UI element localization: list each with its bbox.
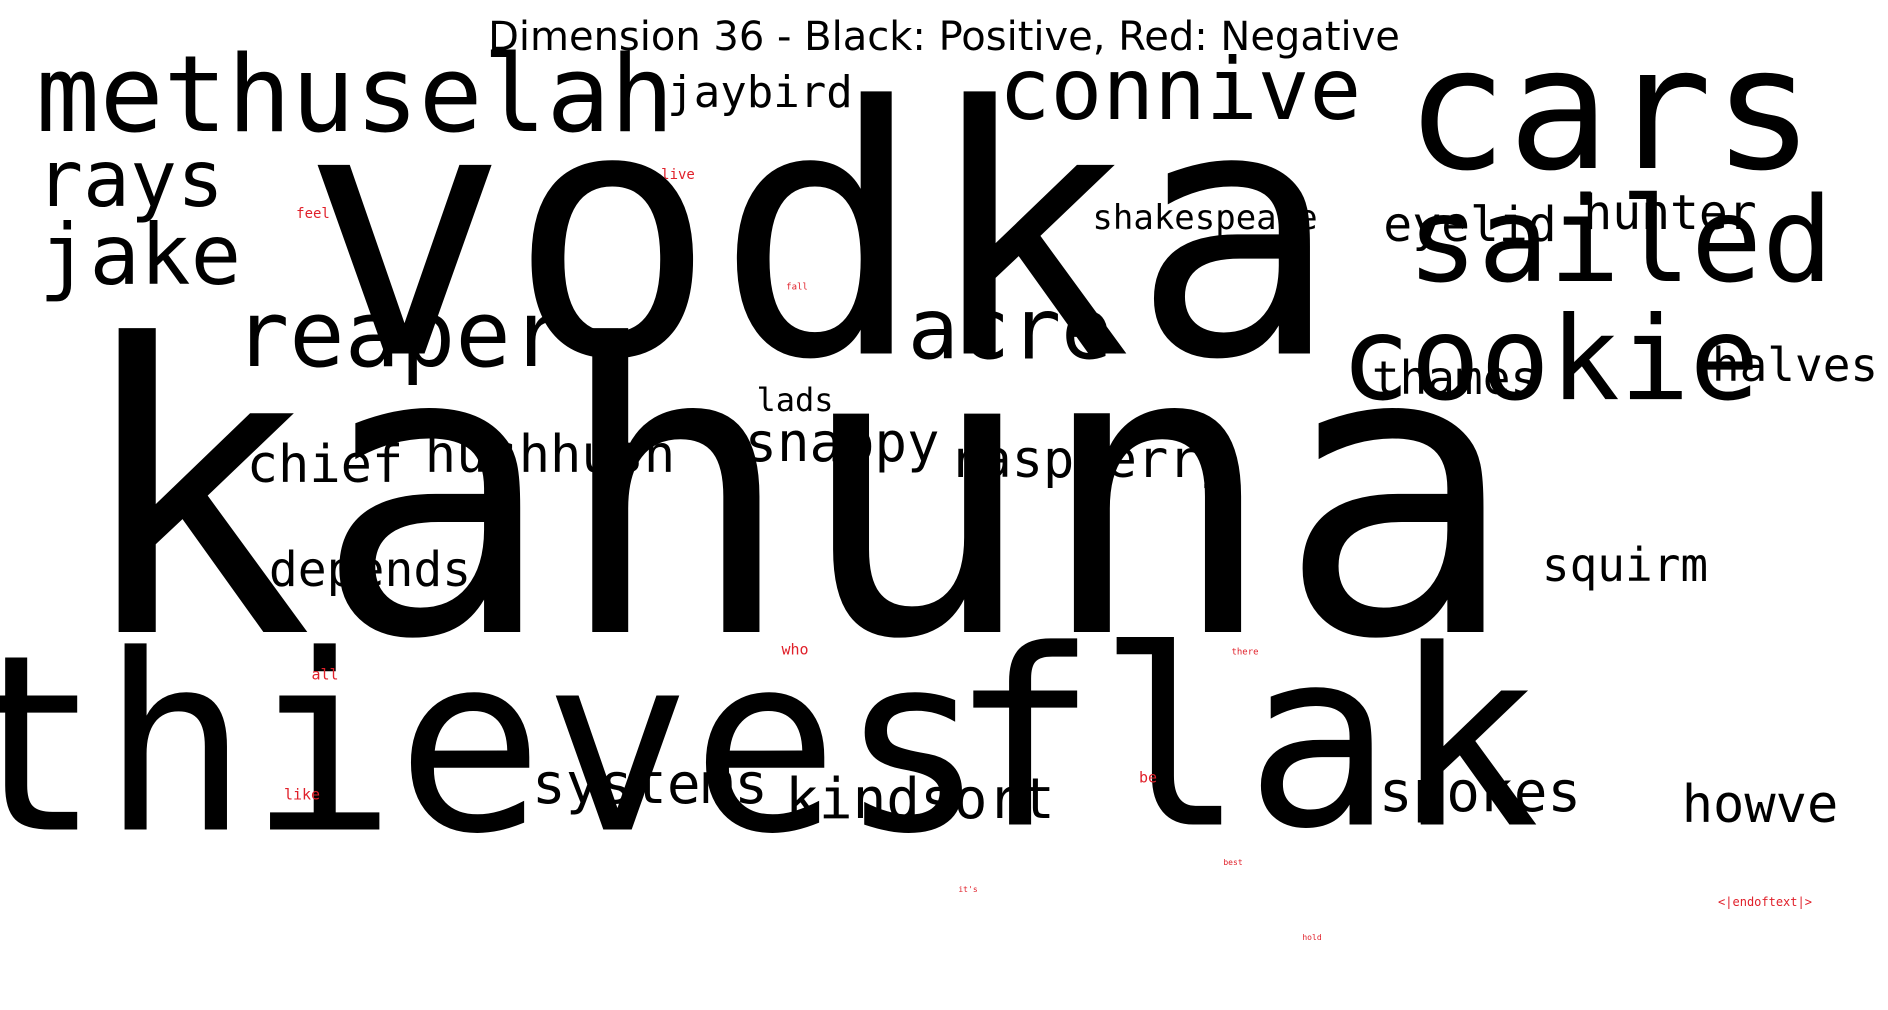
cloud-word-positive: hushhush	[424, 425, 676, 485]
cloud-word-negative: <|endoftext|>	[1718, 895, 1812, 909]
cloud-word-positive: jake	[38, 206, 242, 304]
cloud-word-positive: cars	[1405, 11, 1815, 209]
cloud-word-negative: feel	[296, 206, 330, 222]
cloud-word-positive: chief	[246, 435, 404, 495]
cloud-word-positive: rays	[36, 135, 224, 225]
cloud-word-negative: like	[283, 785, 321, 804]
cloud-word-positive: depends	[268, 542, 472, 598]
cloud-word-negative: who	[781, 640, 809, 659]
cloud-word-negative: hold	[1302, 933, 1322, 942]
figure-title: Dimension 36 - Black: Positive, Red: Neg…	[488, 14, 1400, 60]
cloud-word-positive: spokes	[1378, 760, 1582, 825]
cloud-word-positive: methuselah	[35, 33, 675, 156]
cloud-word-positive: squirm	[1541, 538, 1709, 592]
cloud-word-negative: fall	[786, 282, 808, 293]
cloud-word-positive: shakespeare	[1092, 198, 1318, 238]
cloud-word-negative: there	[1231, 647, 1259, 658]
cloud-word-positive: vodka	[300, 34, 1340, 436]
cloud-word-positive: reaper	[233, 281, 567, 388]
cloud-word-negative: live	[661, 167, 695, 183]
cloud-word-positive: howve	[1681, 775, 1839, 835]
cloud-word-positive: hunter	[1583, 185, 1757, 241]
cloud-word-positive: kindsort	[785, 767, 1055, 832]
cloud-word-positive: raspberry	[949, 430, 1231, 490]
cloud-word-positive: connive	[998, 40, 1362, 140]
cloud-word-positive: snappy	[744, 411, 940, 474]
cloud-word-negative: best	[1223, 858, 1243, 867]
cloud-word-positive: flak	[949, 597, 1541, 883]
cloud-word-positive: lads	[756, 381, 834, 419]
cloud-word-positive: systems	[531, 752, 769, 817]
cloud-word-positive: eyelid	[1383, 197, 1557, 253]
cloud-word-negative: all	[311, 665, 339, 684]
cloud-word-positive: thieves	[0, 602, 987, 888]
cloud-word-positive: jaybird	[667, 67, 853, 118]
cloud-word-positive: halves	[1711, 338, 1879, 392]
cloud-word-positive: kahuna	[72, 262, 1518, 727]
cloud-word-positive: acre	[907, 280, 1113, 380]
cloud-word-positive: sailed	[1406, 171, 1834, 309]
cloud-word-positive: thames	[1371, 351, 1539, 405]
cloud-word-positive: cookie	[1340, 292, 1760, 427]
cloud-word-negative: be	[1138, 768, 1158, 787]
cloud-word-negative: it's	[958, 885, 978, 894]
